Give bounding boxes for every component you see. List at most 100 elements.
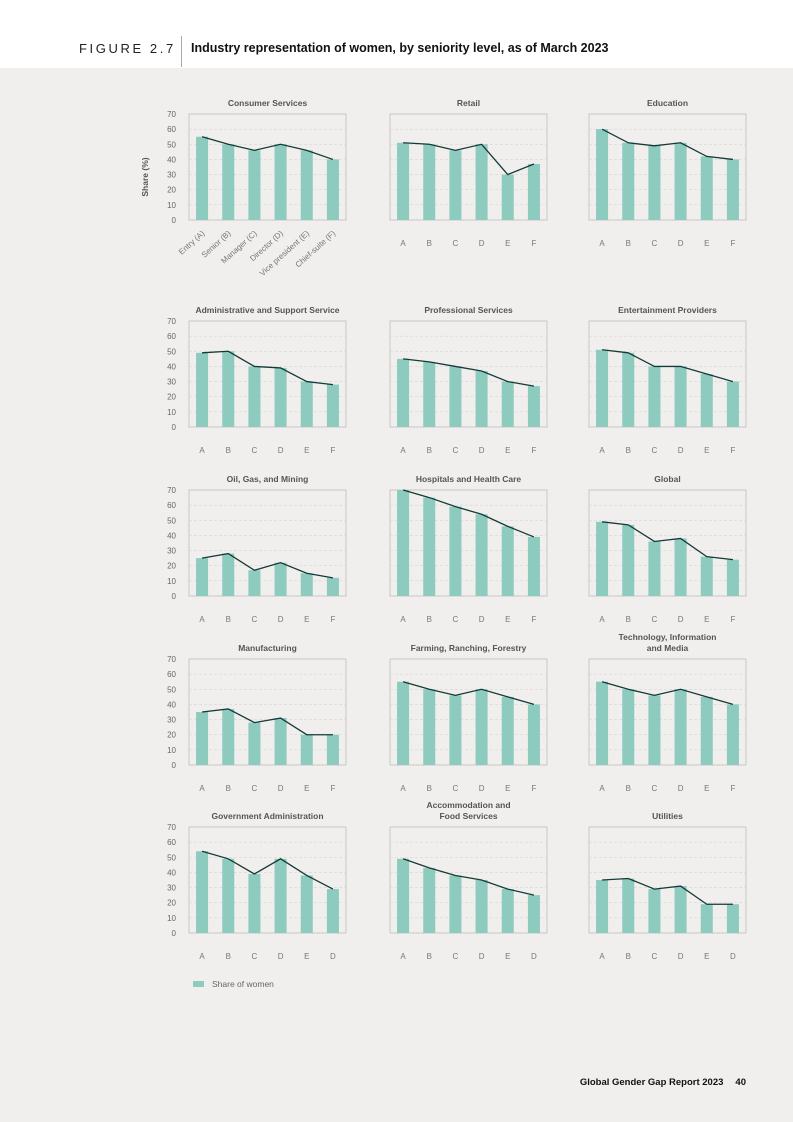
chart-11-x-tick-label: C (453, 784, 459, 793)
chart-7-bar-B (222, 553, 235, 596)
chart-12-bar-B (622, 689, 635, 765)
chart-12-x-tick-label: C (652, 784, 658, 793)
chart-9-bar-B (622, 524, 635, 596)
chart-8-x-tick-label: D (479, 615, 485, 624)
chart-8-frame (389, 489, 548, 597)
chart-7-x-tick-label: E (304, 615, 309, 624)
chart-4-x-tick-label: A (199, 446, 205, 455)
chart-2-bar-B (423, 144, 436, 220)
chart-7-bar-E (300, 573, 313, 596)
chart-1-bar-Vice president (E) (300, 150, 313, 220)
chart-8-title: Hospitals and Health Care (416, 474, 522, 484)
chart-7-y-tick-label: 40 (167, 531, 176, 540)
chart-12-title-line-1: Technology, Information (619, 632, 717, 642)
chart-9-x-tick-label: C (652, 615, 658, 624)
chart-10-bar-D (274, 718, 287, 765)
chart-10-bar-A (196, 712, 209, 765)
chart-8-bar-F (527, 536, 540, 596)
chart-15-x-tick-label: D (730, 952, 736, 961)
chart-9-x-tick-label: F (730, 615, 735, 624)
chart-10-bar-E (300, 734, 313, 765)
chart-1-title: Consumer Services (228, 98, 308, 108)
chart-13-x-tick-label: C (252, 952, 258, 961)
chart-10-x-tick-label: A (199, 784, 205, 793)
footer-report-title: Global Gender Gap Report 2023 (579, 1077, 724, 1088)
chart-6-bar-D (674, 366, 687, 427)
chart-10-frame (188, 658, 347, 766)
chart-1-y-tick-label: 20 (167, 186, 176, 195)
header-divider (181, 36, 182, 67)
chart-13-y-tick-label: 40 (167, 868, 176, 877)
chart-4-y-tick-label: 60 (167, 332, 176, 341)
chart-14-frame (389, 826, 548, 934)
chart-11-bar-B (423, 689, 436, 765)
chart-4-x-tick-label: F (330, 446, 335, 455)
chart-10-y-tick-label: 60 (167, 670, 176, 679)
chart-10-x-tick-label: F (330, 784, 335, 793)
chart-13-y-tick-label: 50 (167, 853, 176, 862)
chart-15-x-tick-label: C (652, 952, 658, 961)
page-header: FIGURE 2.7 Industry representation of wo… (0, 0, 793, 68)
figure-label: FIGURE 2.7 (79, 41, 176, 56)
chart-14-trend-line (402, 858, 535, 896)
chart-3-bar-E (700, 156, 713, 220)
chart-1-y-tick-label: 10 (167, 201, 176, 210)
chart-4-x-tick-label: B (226, 446, 231, 455)
chart-12-x-tick-label: B (626, 784, 631, 793)
chart-5-x-tick-label: D (479, 446, 485, 455)
chart-14-bar-A (397, 858, 410, 933)
chart-12-bar-E (700, 696, 713, 765)
chart-14-x-tick-label: D (479, 952, 485, 961)
chart-3-bar-A (596, 129, 609, 220)
chart-6-x-tick-label: B (626, 446, 631, 455)
chart-7-y-tick-label: 60 (167, 501, 176, 510)
chart-6-bar-F (726, 381, 739, 427)
chart-7-bar-D (274, 562, 287, 596)
chart-3-frame (588, 113, 747, 221)
chart-14-x-tick-label: B (427, 952, 432, 961)
chart-7-x-tick-label: F (330, 615, 335, 624)
chart-4-frame (188, 320, 347, 428)
chart-10-y-tick-label: 30 (167, 716, 176, 725)
chart-13-bar-A (196, 851, 209, 933)
chart-5-bar-D (475, 370, 488, 427)
chart-8-bar-C (449, 506, 462, 596)
chart-13-bar-D (326, 889, 339, 933)
chart-10-y-tick-label: 40 (167, 700, 176, 709)
chart-1-y-tick-label: 60 (167, 125, 176, 134)
chart-11-trend-line (402, 681, 535, 706)
chart-13-x-tick-label: B (226, 952, 231, 961)
chart-8-bar-D (475, 514, 488, 596)
chart-6-bar-C (648, 366, 661, 427)
chart-2-trend-line (403, 142, 535, 176)
chart-7-y-tick-label: 70 (167, 486, 176, 495)
chart-7-x-tick-label: C (252, 615, 258, 624)
chart-10-trend-line (202, 708, 333, 736)
chart-11-x-tick-label: D (479, 784, 485, 793)
chart-7-x-tick-label: A (199, 615, 205, 624)
chart-15-frame (588, 826, 747, 934)
chart-5-bar-C (449, 366, 462, 427)
chart-11-x-tick-label: A (400, 784, 406, 793)
chart-2-x-tick-label: C (453, 239, 459, 248)
chart-15-bar-E (700, 904, 713, 933)
chart-5-bar-B (423, 361, 436, 427)
chart-4-x-tick-label: C (252, 446, 258, 455)
chart-13-x-tick-label: A (199, 952, 205, 961)
chart-4-bar-B (222, 351, 235, 427)
chart-12-trend-line (601, 681, 734, 706)
chart-4-bar-F (326, 384, 339, 427)
chart-14-bar-D (475, 880, 488, 933)
chart-10-y-tick-label: 10 (167, 746, 176, 755)
chart-3-title: Education (647, 98, 688, 108)
chart-3-x-tick-label: D (678, 239, 684, 248)
chart-10-bar-C (248, 722, 261, 765)
chart-2-title: Retail (457, 98, 480, 108)
chart-6-x-tick-label: A (599, 446, 605, 455)
chart-5-x-tick-label: E (505, 446, 510, 455)
chart-4-x-tick-label: D (278, 446, 284, 455)
chart-10-y-tick-label: 20 (167, 731, 176, 740)
chart-5-bar-A (397, 358, 410, 427)
chart-15-title: Utilities (652, 811, 683, 821)
